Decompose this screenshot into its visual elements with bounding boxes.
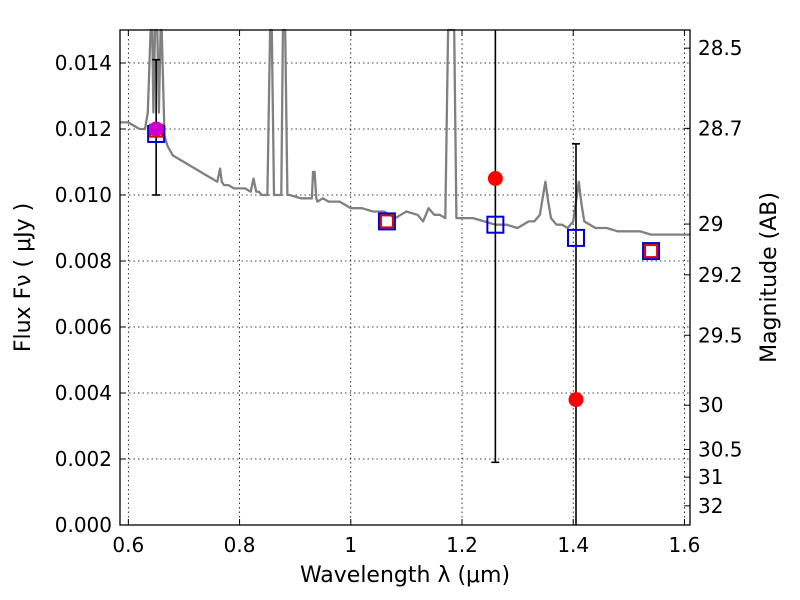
y-tick-label: 0.010 — [55, 183, 112, 207]
y-axis-label: Flux Fν ( μJy ) — [11, 203, 36, 352]
red-square-marker — [379, 214, 394, 229]
grid-lines — [120, 30, 690, 526]
magnitude-axis-label: Magnitude (AB) — [757, 192, 782, 363]
blue-square-marker — [642, 242, 661, 261]
magnitude-tick-label: 32 — [698, 494, 723, 518]
red-circle-marker — [568, 392, 584, 408]
data-markers-group — [147, 121, 661, 408]
magnitude-tick-label: 29 — [698, 212, 723, 236]
y-tick-label: 0.014 — [55, 51, 112, 75]
x-tick-label: 1.6 — [669, 533, 701, 557]
magnitude-tick-label: 29.5 — [698, 323, 743, 347]
model-spectrum — [120, 28, 690, 236]
magnitude-tick-label: 30.5 — [698, 437, 743, 461]
x-tick-label: 1.2 — [446, 533, 478, 557]
x-tick-label: 0.6 — [112, 533, 144, 557]
plot-frame — [119, 29, 691, 526]
magnitude-tick-label: 28.7 — [698, 116, 743, 140]
red-square-marker — [644, 244, 659, 259]
y-tick-label: 0.004 — [55, 381, 112, 405]
y-tick-label: 0.006 — [55, 315, 112, 339]
x-tick-label: 1 — [344, 533, 357, 557]
y-tick-label: 0.008 — [55, 249, 112, 273]
spectrum-line — [120, 28, 690, 236]
error-bars-group — [152, 30, 580, 525]
tick-group: 0.6 0.8 1 1.2 1.4 1.6 0.000 0.002 0.004 0.006 0.00… — [55, 30, 743, 557]
blue-square-marker — [486, 215, 505, 234]
y-tick-label: 0.012 — [55, 117, 112, 141]
y-tick-label: 0.002 — [55, 447, 112, 471]
blue-square-marker — [377, 212, 396, 231]
magnitude-tick-label: 30 — [698, 393, 723, 417]
magnitude-tick-label: 28.5 — [698, 36, 743, 60]
x-tick-label: 1.4 — [557, 533, 589, 557]
magnitude-tick-label: 29.2 — [698, 263, 743, 287]
y-tick-label: 0.000 — [55, 513, 112, 537]
x-axis-label: Wavelength λ (μm) — [300, 563, 510, 588]
blue-square-marker — [567, 228, 585, 247]
magnitude-tick-label: 31 — [698, 465, 723, 489]
magenta-circle-marker — [148, 121, 164, 137]
red-circle-marker — [487, 171, 503, 186]
x-tick-label: 0.8 — [224, 533, 256, 557]
